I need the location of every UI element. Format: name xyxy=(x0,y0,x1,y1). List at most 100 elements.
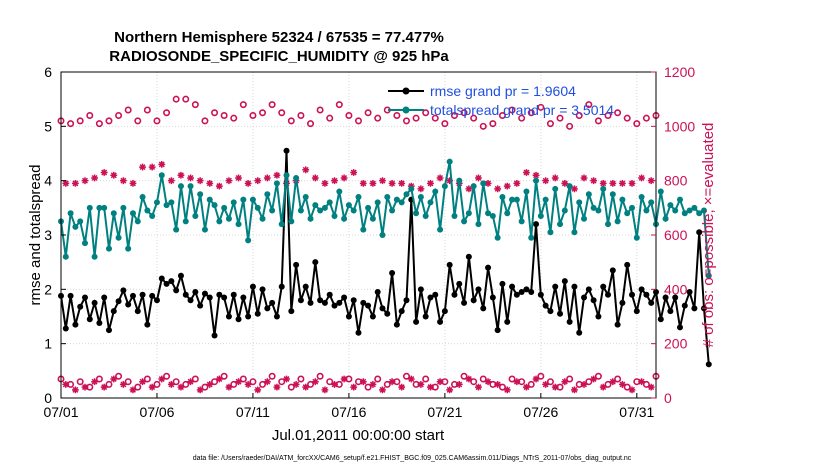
obs-evaluated-point xyxy=(417,381,425,388)
rmse-point xyxy=(62,325,69,332)
rmse-point xyxy=(120,287,127,294)
obs-evaluated-point xyxy=(215,182,223,190)
obs-evaluated-point xyxy=(561,378,569,386)
obs-evaluated-point xyxy=(571,185,578,193)
rmse-point xyxy=(259,286,266,293)
obs-possible-point xyxy=(470,114,478,122)
totalspread-point xyxy=(245,237,252,244)
totalspread-point xyxy=(624,210,631,217)
totalspread-point xyxy=(72,223,79,230)
rmse-point xyxy=(605,291,612,298)
obs-evaluated-point xyxy=(196,177,204,185)
obs-possible-point xyxy=(95,120,103,128)
rmse-point xyxy=(446,261,453,268)
obs-evaluated-point xyxy=(283,375,290,383)
rmse-point xyxy=(312,259,319,266)
totalspread-point xyxy=(197,191,204,198)
totalspread-point xyxy=(499,193,506,200)
rmse-point xyxy=(86,316,93,323)
y-tick-label-right: 0 xyxy=(664,390,672,406)
rmse-point xyxy=(302,283,309,290)
totalspread-point xyxy=(657,188,664,195)
totalspread-point xyxy=(345,202,352,209)
obs-possible-point xyxy=(633,120,641,128)
totalspread-point xyxy=(120,204,127,211)
obs-evaluated-point xyxy=(427,383,434,391)
obs-evaluated-point xyxy=(503,386,511,394)
rmse-point xyxy=(470,297,477,304)
obs-evaluated-point xyxy=(158,375,166,383)
rmse-point xyxy=(566,318,573,325)
x-tick-label: 07/26 xyxy=(523,404,558,420)
totalspread-point xyxy=(441,183,448,190)
obs-evaluated-point xyxy=(484,378,492,386)
obs-evaluated-point xyxy=(81,383,89,391)
totalspread-point xyxy=(629,204,636,211)
totalspread-point xyxy=(681,210,688,217)
obs-evaluated-point xyxy=(321,386,329,394)
obs-possible-point xyxy=(172,95,180,103)
rmse-point xyxy=(590,297,597,304)
obs-possible-point xyxy=(345,111,353,119)
obs-evaluated-point xyxy=(532,375,540,383)
obs-evaluated-point xyxy=(62,179,70,187)
obs-evaluated-point xyxy=(494,381,502,388)
obs-possible-point xyxy=(518,114,526,122)
rmse-point xyxy=(696,229,703,236)
totalspread-point xyxy=(62,253,69,260)
obs-possible-point xyxy=(182,380,190,388)
totalspread-point xyxy=(149,212,156,219)
rmse-point xyxy=(509,283,516,290)
obs-possible-point xyxy=(374,114,382,122)
obs-possible-point xyxy=(594,117,602,125)
obs-evaluated-point xyxy=(590,375,598,383)
rmse-point xyxy=(307,299,314,306)
obs-possible-point xyxy=(230,114,238,122)
totalspread-point xyxy=(513,196,520,203)
rmse-point xyxy=(451,291,458,298)
rmse-point xyxy=(681,302,688,309)
rmse-point xyxy=(422,313,429,320)
obs-possible-point xyxy=(268,372,276,380)
obs-evaluated-point xyxy=(628,179,636,187)
totalspread-point xyxy=(134,218,141,225)
obs-evaluated-point xyxy=(446,386,454,394)
rmse-point xyxy=(273,313,280,320)
totalspread-point xyxy=(691,204,698,211)
obs-evaluated-point xyxy=(129,386,137,394)
totalspread-point xyxy=(249,196,256,203)
obs-evaluated-point xyxy=(580,174,588,182)
obs-evaluated-point xyxy=(91,174,98,182)
obs-possible-point xyxy=(268,101,276,109)
obs-evaluated-point xyxy=(110,375,118,383)
obs-evaluated-point xyxy=(503,182,511,190)
obs-possible-point xyxy=(614,109,622,117)
x-axis-label: Jul.01,2011 00:00:00 start xyxy=(272,427,445,444)
y-tick-label-left: 2 xyxy=(44,281,52,297)
y-tick-label-left: 6 xyxy=(44,64,52,80)
y-tick-label-left: 1 xyxy=(44,336,52,352)
rmse-point xyxy=(441,308,448,315)
rmse-point xyxy=(77,303,84,310)
rmse-point xyxy=(585,286,592,293)
obs-possible-point xyxy=(508,375,516,383)
totalspread-point xyxy=(705,272,712,279)
obs-possible-point xyxy=(239,375,247,383)
totalspread-point xyxy=(451,212,458,219)
obs-evaluated-point xyxy=(465,185,473,193)
obs-possible-point xyxy=(623,114,631,122)
obs-evaluated-point xyxy=(177,171,185,179)
totalspread-point xyxy=(240,196,247,203)
rmse-point xyxy=(480,305,487,312)
totalspread-point xyxy=(489,212,496,219)
rmse-point xyxy=(691,305,698,312)
obs-evaluated-point xyxy=(619,381,626,388)
totalspread-point xyxy=(585,191,592,198)
rmse-point xyxy=(547,308,554,315)
obs-possible-point xyxy=(143,375,151,383)
obs-possible-point xyxy=(124,378,132,386)
rmse-point xyxy=(158,275,165,282)
obs-evaluated-point xyxy=(81,177,89,185)
